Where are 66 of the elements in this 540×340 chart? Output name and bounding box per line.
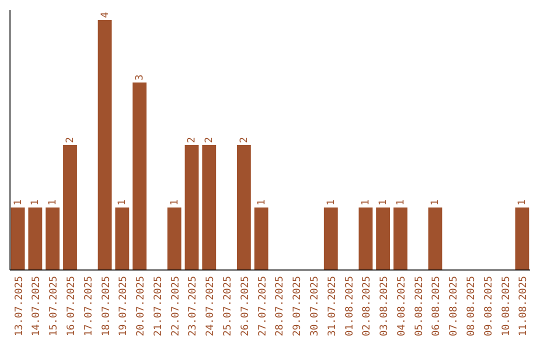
bar <box>10 208 25 270</box>
x-tick-label: 15.07.2025 <box>48 276 60 336</box>
data-label: 2 <box>186 136 198 143</box>
bar <box>132 82 147 270</box>
bar <box>167 208 182 270</box>
x-tick-label: 22.07.2025 <box>170 276 182 336</box>
data-label: 1 <box>326 199 337 206</box>
x-tick-label: 26.07.2025 <box>240 276 251 336</box>
x-tick-label: 18.07.2025 <box>100 276 112 336</box>
x-tick-label: 24.07.2025 <box>205 276 216 336</box>
bar <box>184 145 199 270</box>
x-tick-label: 13.07.2025 <box>14 276 25 336</box>
x-tick-label: 07.08.2025 <box>448 276 460 336</box>
x-tick-label: 23.07.2025 <box>188 276 199 336</box>
data-label: 1 <box>117 199 128 206</box>
data-label: 1 <box>430 199 442 206</box>
data-label: 1 <box>360 199 372 206</box>
data-label: 1 <box>395 199 406 206</box>
x-tick-label: 09.08.2025 <box>483 276 494 336</box>
data-label: 1 <box>517 199 528 206</box>
x-tick-label: 10.08.2025 <box>500 276 512 336</box>
data-label: 1 <box>169 199 180 206</box>
bar <box>254 208 268 270</box>
x-tick-label: 04.08.2025 <box>396 276 408 336</box>
bar <box>393 208 408 270</box>
x-tick-label: 31.07.2025 <box>326 276 338 336</box>
data-label: 1 <box>256 199 268 206</box>
x-tick-label: 30.07.2025 <box>309 276 320 336</box>
x-tick-label: 25.07.2025 <box>222 276 234 336</box>
data-label: 4 <box>100 12 111 18</box>
x-tick-label: 29.07.2025 <box>292 276 304 336</box>
x-tick-label: 27.07.2025 <box>257 276 268 336</box>
x-tick-label: 14.07.2025 <box>31 276 42 336</box>
x-tick-label: 17.07.2025 <box>83 276 94 336</box>
x-tick-label: 16.07.2025 <box>66 276 77 336</box>
bar <box>376 208 390 270</box>
bar <box>358 208 373 270</box>
x-tick-label: 05.08.2025 <box>414 276 425 336</box>
x-tick-label: 20.07.2025 <box>136 276 147 336</box>
bar <box>324 208 338 270</box>
data-label: 1 <box>48 199 59 206</box>
x-tick-label: 19.07.2025 <box>118 276 130 336</box>
x-tick-label: 11.08.2025 <box>518 276 530 336</box>
data-label: 2 <box>238 136 250 143</box>
data-label: 1 <box>12 199 24 206</box>
data-label: 2 <box>204 136 216 143</box>
bar <box>515 208 530 270</box>
data-label: 1 <box>378 199 390 206</box>
bar <box>46 208 60 270</box>
x-tick-label: 01.08.2025 <box>344 276 356 336</box>
bar <box>28 208 42 270</box>
bar <box>236 145 251 270</box>
x-tick-label: 02.08.2025 <box>362 276 373 336</box>
x-tick-label: 08.08.2025 <box>466 276 477 336</box>
bar <box>115 208 130 270</box>
bar <box>98 20 112 270</box>
data-label: 2 <box>65 136 76 143</box>
x-tick-label: 28.07.2025 <box>274 276 286 336</box>
bar <box>428 208 442 270</box>
x-tick-label: 06.08.2025 <box>431 276 442 336</box>
x-tick-label: 21.07.2025 <box>152 276 164 336</box>
data-label: 1 <box>30 199 42 206</box>
data-label: 3 <box>134 74 146 80</box>
x-tick-label: 03.08.2025 <box>379 276 390 336</box>
bar <box>202 145 216 270</box>
bar <box>63 145 77 270</box>
